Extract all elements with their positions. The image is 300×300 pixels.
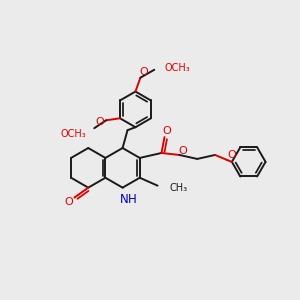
Text: O: O [139, 67, 148, 77]
Text: CH₃: CH₃ [169, 183, 188, 193]
Text: O: O [64, 196, 73, 206]
Text: O: O [227, 150, 236, 160]
Text: O: O [162, 126, 171, 136]
Text: N: N [120, 193, 129, 206]
Text: H: H [128, 193, 137, 206]
Text: O: O [178, 146, 187, 156]
Text: OCH₃: OCH₃ [61, 129, 86, 139]
Text: OCH₃: OCH₃ [164, 63, 190, 73]
Text: O: O [96, 117, 105, 127]
